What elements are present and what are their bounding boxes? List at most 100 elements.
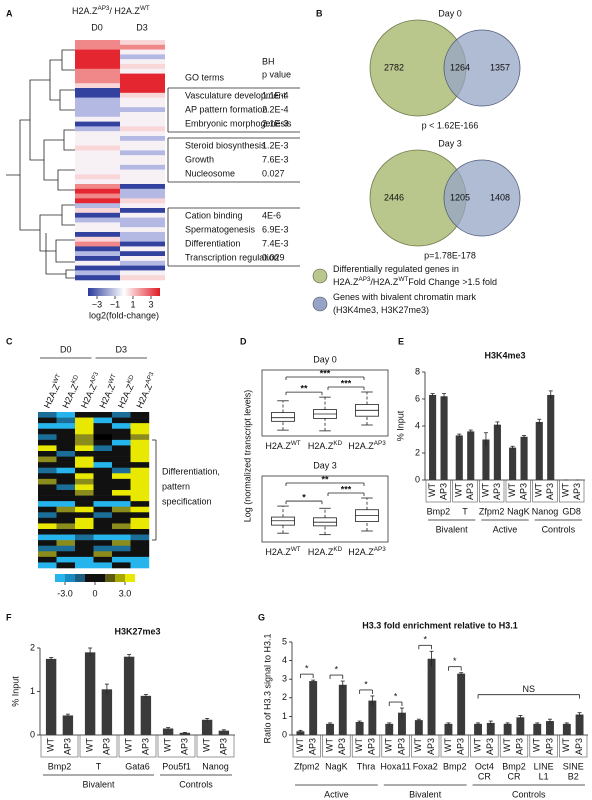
x-tick-label: T bbox=[462, 506, 468, 516]
heatmap-cell bbox=[75, 179, 120, 185]
bar bbox=[326, 723, 334, 735]
x-tick-label: SINE bbox=[563, 761, 584, 771]
heatmap-cell bbox=[120, 73, 165, 79]
heatmap-cell bbox=[120, 97, 165, 103]
heatmap-cell bbox=[120, 102, 165, 108]
bar-label: WT bbox=[472, 738, 482, 752]
y-tick-label: 1 bbox=[282, 711, 287, 721]
heatmap-cell bbox=[120, 145, 165, 151]
significance-label: NS bbox=[523, 684, 536, 694]
heatmap-cell bbox=[75, 150, 120, 156]
heatmap-cell bbox=[38, 495, 57, 502]
go-term: Growth bbox=[185, 154, 214, 164]
heatmap-cell bbox=[120, 232, 165, 238]
go-term: Vasculature development bbox=[185, 90, 286, 100]
heatmap-title-part: H2A.Z bbox=[72, 6, 98, 16]
bar-label: WT bbox=[427, 483, 437, 497]
significance-label: ** bbox=[321, 474, 329, 484]
heatmap-cell bbox=[120, 150, 165, 156]
heatmap-cell bbox=[75, 97, 120, 103]
legend-text: H2A.ZAP3/H2A.ZWTFold Change >1.5 fold bbox=[333, 276, 497, 287]
x-tick-label-part: KD bbox=[333, 546, 342, 553]
panel-label: E bbox=[398, 336, 404, 346]
heatmap-cell bbox=[75, 246, 120, 252]
go-p-value: 2.2E-4 bbox=[262, 104, 289, 114]
column-label-part: H2A.Z bbox=[61, 382, 81, 410]
bar bbox=[296, 731, 305, 735]
label-box bbox=[292, 734, 321, 758]
x-tick-label: Foxa2 bbox=[413, 761, 438, 771]
heatmap-cell bbox=[75, 501, 94, 508]
bar bbox=[575, 714, 584, 735]
heatmap-cell bbox=[93, 445, 113, 452]
heatmap-cell bbox=[93, 478, 113, 485]
heatmap-cell bbox=[93, 484, 113, 491]
heatmap-cell bbox=[75, 107, 120, 113]
heatmap-cell bbox=[56, 512, 76, 519]
x-tick-label-part: H2A.Z bbox=[308, 441, 334, 451]
heatmap-cell bbox=[120, 140, 165, 146]
heatmap-cell bbox=[112, 551, 131, 558]
chart-title: H3K4me3 bbox=[484, 350, 525, 360]
panel-label: C bbox=[6, 336, 13, 346]
heatmap-title: H2A.ZAP3/ H2A.ZWT bbox=[72, 5, 150, 16]
heatmap-cell bbox=[112, 428, 131, 435]
go-term: AP pattern formation bbox=[185, 104, 267, 114]
heatmap-cell bbox=[112, 439, 131, 446]
heatmap-cell bbox=[56, 562, 76, 569]
heatmap-cell bbox=[93, 439, 113, 446]
x-tick-label: NagK bbox=[507, 506, 530, 516]
heatmap-cell bbox=[112, 534, 131, 541]
group-label: Bivalent bbox=[436, 524, 469, 534]
y-tick-label: 2 bbox=[30, 642, 35, 652]
panel-label: B bbox=[316, 8, 323, 18]
heatmap-cell bbox=[75, 490, 94, 496]
heatmap-cell bbox=[75, 184, 120, 190]
heatmap-cell bbox=[120, 208, 165, 214]
heatmap-cell bbox=[38, 540, 57, 547]
heatmap-cell bbox=[112, 412, 131, 418]
heatmap-cell bbox=[75, 131, 120, 137]
plot-frame bbox=[261, 475, 389, 543]
heatmap-cell bbox=[120, 64, 165, 70]
heatmap-cell bbox=[38, 417, 57, 424]
heatmap-cell bbox=[93, 506, 113, 513]
heatmap-cell bbox=[112, 451, 131, 457]
heatmap-cell bbox=[56, 523, 76, 530]
heatmap-cell bbox=[93, 534, 113, 541]
heatmap-cell bbox=[38, 467, 57, 474]
legend-text: Genes with bivalent chromatin mark bbox=[333, 292, 477, 302]
heatmap-cell bbox=[120, 107, 165, 113]
chart-title: H3K27me3 bbox=[114, 626, 160, 636]
heatmap-cell bbox=[112, 467, 131, 474]
heatmap-cell bbox=[120, 184, 165, 190]
legend-text-part: H2A.Z bbox=[333, 277, 359, 287]
y-tick-label: 2 bbox=[282, 692, 287, 702]
heatmap-cell bbox=[130, 445, 150, 452]
heatmap-cell bbox=[75, 512, 94, 519]
bar bbox=[457, 673, 466, 735]
heatmap-cell bbox=[38, 545, 57, 552]
heatmap-cell bbox=[75, 78, 120, 84]
heatmap-cell bbox=[120, 160, 165, 166]
heatmap-cell bbox=[120, 164, 165, 170]
x-tick-label: Bmp2 bbox=[48, 761, 72, 771]
heatmap-cell bbox=[120, 59, 165, 65]
heatmap-cell bbox=[75, 517, 94, 524]
column-label: D3 bbox=[136, 22, 148, 32]
heatmap-cell bbox=[120, 169, 165, 175]
legend-text: (H3K4me3, H3K27me3) bbox=[333, 305, 429, 315]
heatmap-cell bbox=[38, 523, 57, 530]
heatmap-cell bbox=[38, 445, 57, 452]
heatmap-cell bbox=[93, 467, 113, 474]
heatmap-cell bbox=[112, 462, 131, 469]
bar bbox=[474, 723, 482, 735]
label-box bbox=[381, 734, 410, 758]
heatmap-cell bbox=[130, 562, 150, 569]
venn-count: 1357 bbox=[490, 62, 510, 72]
heatmap-cell bbox=[75, 188, 120, 194]
heatmap-cell bbox=[93, 451, 113, 457]
x-tick-label-part: H2A.Z bbox=[348, 547, 374, 557]
bar-label: WT bbox=[354, 738, 364, 752]
